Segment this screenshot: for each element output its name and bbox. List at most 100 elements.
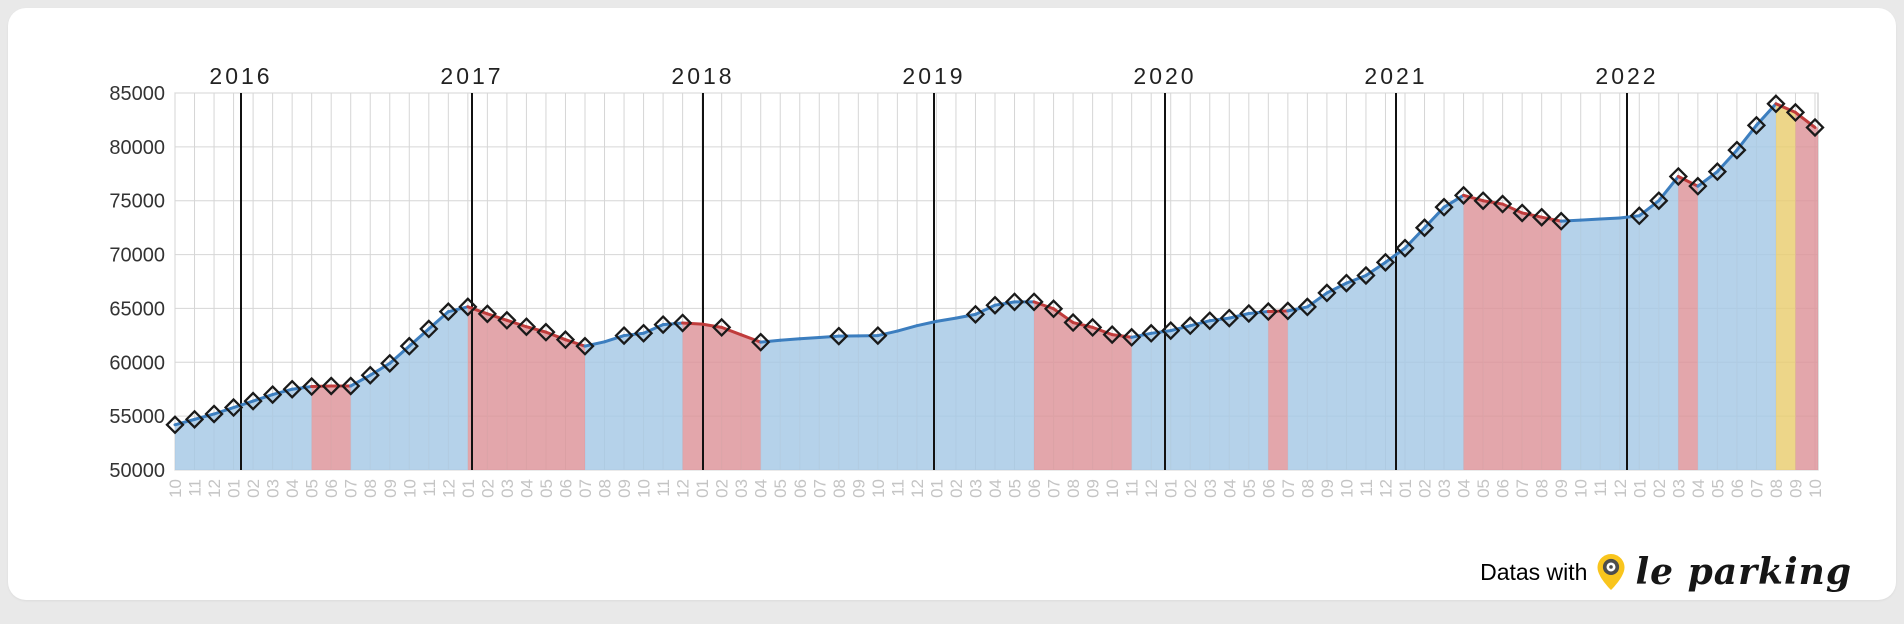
- month-tick-label: 03: [498, 479, 517, 498]
- area-column: [1776, 104, 1796, 470]
- location-pin-icon: [1597, 554, 1625, 590]
- area-column: [1600, 218, 1620, 470]
- area-column: [1737, 125, 1757, 470]
- month-tick-label: 03: [1669, 479, 1688, 498]
- area-column: [878, 331, 898, 470]
- month-tick-label: 02: [478, 479, 497, 498]
- area-column: [546, 332, 566, 470]
- area-column: [644, 325, 664, 470]
- y-tick-label: 85000: [109, 83, 165, 105]
- area-column: [1464, 195, 1484, 470]
- line-segment: [683, 323, 703, 324]
- y-tick-label: 60000: [109, 352, 165, 374]
- month-tick-label: 01: [1162, 479, 1181, 498]
- y-tick-label: 80000: [109, 137, 165, 159]
- month-tick-label: 01: [693, 479, 712, 498]
- area-column: [1561, 220, 1581, 470]
- line-segment: [1268, 311, 1288, 312]
- month-tick-label: 06: [1025, 479, 1044, 498]
- area-column: [292, 387, 312, 470]
- month-tick-label: 02: [1416, 479, 1435, 498]
- area-column: [839, 336, 859, 470]
- area-column: [1483, 201, 1503, 470]
- area-column: [1171, 326, 1191, 470]
- area-column: [526, 327, 546, 470]
- area-column: [858, 336, 878, 470]
- month-tick-label: 09: [1318, 479, 1337, 498]
- month-tick-label: 04: [752, 479, 771, 498]
- area-column: [1112, 335, 1132, 470]
- month-tick-label: 09: [381, 479, 400, 498]
- month-tick-label: 10: [1806, 479, 1825, 498]
- area-column: [956, 314, 976, 470]
- month-tick-label: 10: [1103, 479, 1122, 498]
- area-column: [468, 307, 488, 470]
- line-segment: [1249, 312, 1269, 314]
- area-column: [1678, 176, 1698, 470]
- area-column: [1444, 195, 1464, 470]
- year-label: 2021: [1364, 63, 1427, 89]
- month-tick-label: 08: [1298, 479, 1317, 498]
- month-tick-label: 01: [225, 479, 244, 498]
- month-tick-label: 02: [1181, 479, 1200, 498]
- month-tick-label: 06: [1728, 479, 1747, 498]
- month-tick-label: 03: [264, 479, 283, 498]
- area-column: [936, 318, 956, 470]
- line-segment: [800, 338, 820, 339]
- year-label: 2017: [440, 63, 503, 89]
- month-tick-label: 11: [420, 479, 439, 497]
- y-tick-label: 55000: [109, 406, 165, 428]
- line-segment: [312, 386, 332, 387]
- month-tick-label: 08: [361, 479, 380, 498]
- month-tick-label: 11: [888, 479, 907, 497]
- area-column: [780, 339, 800, 470]
- month-tick-label: 04: [1455, 479, 1474, 498]
- y-tick-label: 75000: [109, 191, 165, 213]
- month-tick-label: 12: [439, 479, 458, 498]
- month-tick-label: 10: [400, 479, 419, 498]
- month-tick-label: 12: [1142, 479, 1161, 498]
- area-column: [722, 327, 742, 470]
- y-tick-label: 70000: [109, 245, 165, 267]
- area-column: [1366, 262, 1386, 470]
- year-label: 2018: [671, 63, 734, 89]
- area-column: [1405, 228, 1425, 470]
- area-column: [1249, 312, 1269, 470]
- area-column: [1346, 275, 1366, 470]
- area-column: [1581, 219, 1601, 470]
- area-column: [897, 326, 917, 470]
- month-tick-label: 07: [576, 479, 595, 498]
- month-tick-label: 09: [1552, 479, 1571, 498]
- branding-text: Datas with: [1480, 559, 1587, 586]
- line-segment: [780, 339, 800, 340]
- month-tick-label: 06: [791, 479, 810, 498]
- month-tick-label: 08: [1767, 479, 1786, 498]
- area-column: [1093, 327, 1113, 470]
- month-tick-label: 05: [771, 479, 790, 498]
- area-column: [1659, 176, 1679, 470]
- month-tick-label: 02: [244, 479, 263, 498]
- month-tick-label: 04: [517, 479, 536, 498]
- month-tick-label: 09: [849, 479, 868, 498]
- month-tick-label: 08: [1533, 479, 1552, 498]
- area-column: [1756, 104, 1776, 470]
- area-column: [487, 314, 507, 470]
- area-column: [390, 346, 410, 470]
- month-tick-label: 08: [596, 479, 615, 498]
- area-column: [1542, 217, 1562, 470]
- leparking-logo-text[interactable]: le parking: [1635, 554, 1852, 590]
- area-column: [273, 389, 293, 470]
- area-column: [975, 305, 995, 470]
- month-tick-label: 03: [732, 479, 751, 498]
- line-segment: [761, 340, 781, 342]
- area-column: [175, 419, 195, 470]
- area-column: [819, 336, 839, 470]
- month-tick-label: 05: [1240, 479, 1259, 498]
- month-tick-label: 01: [927, 479, 946, 498]
- month-tick-label: 06: [1494, 479, 1513, 498]
- area-column: [585, 342, 605, 470]
- area-column: [1288, 307, 1308, 470]
